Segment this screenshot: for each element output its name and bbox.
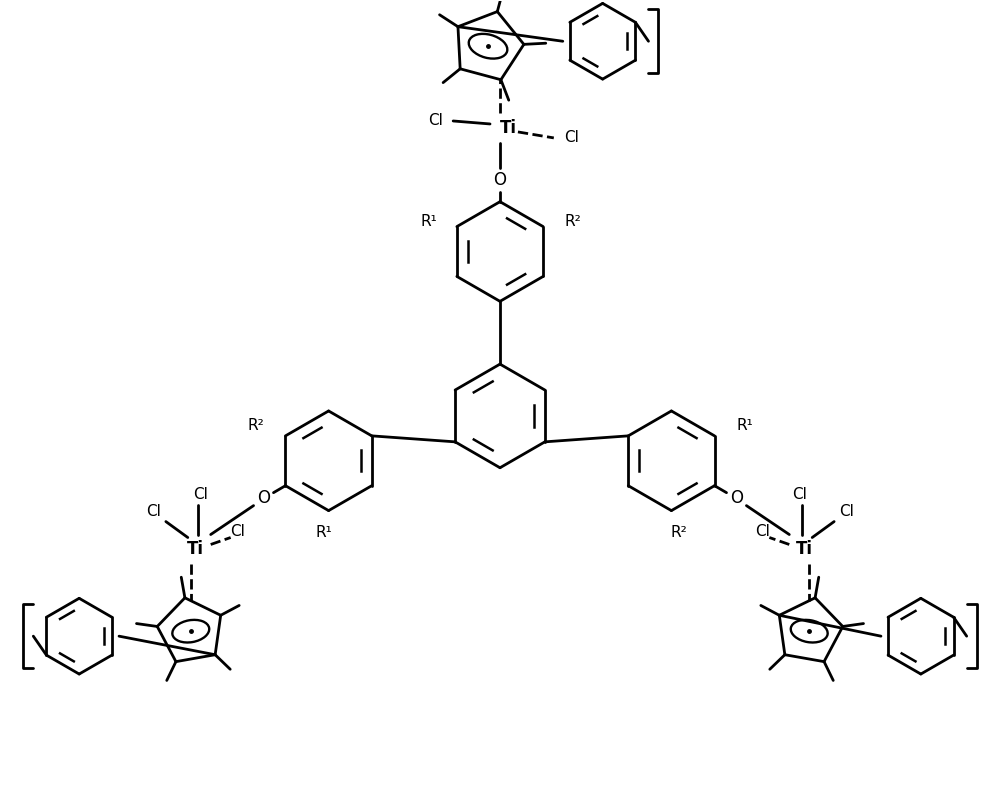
Text: O: O xyxy=(494,171,507,189)
Text: Ti: Ti xyxy=(796,540,813,559)
Text: R²: R² xyxy=(671,525,688,540)
Text: Cl: Cl xyxy=(428,114,443,128)
Text: Cl: Cl xyxy=(792,487,807,502)
Text: Cl: Cl xyxy=(193,487,208,502)
Text: Ti: Ti xyxy=(499,119,516,137)
Text: O: O xyxy=(730,489,743,506)
Text: R²: R² xyxy=(565,214,581,229)
Text: Cl: Cl xyxy=(146,504,161,519)
Text: Ti: Ti xyxy=(187,540,204,559)
Text: O: O xyxy=(257,489,270,506)
Text: R¹: R¹ xyxy=(736,419,753,433)
Text: Cl: Cl xyxy=(755,524,770,539)
Text: R¹: R¹ xyxy=(421,214,437,229)
Text: Cl: Cl xyxy=(564,131,579,146)
Text: Cl: Cl xyxy=(839,504,854,519)
Text: R²: R² xyxy=(247,419,264,433)
Text: Cl: Cl xyxy=(230,524,245,539)
Text: R¹: R¹ xyxy=(315,525,332,540)
